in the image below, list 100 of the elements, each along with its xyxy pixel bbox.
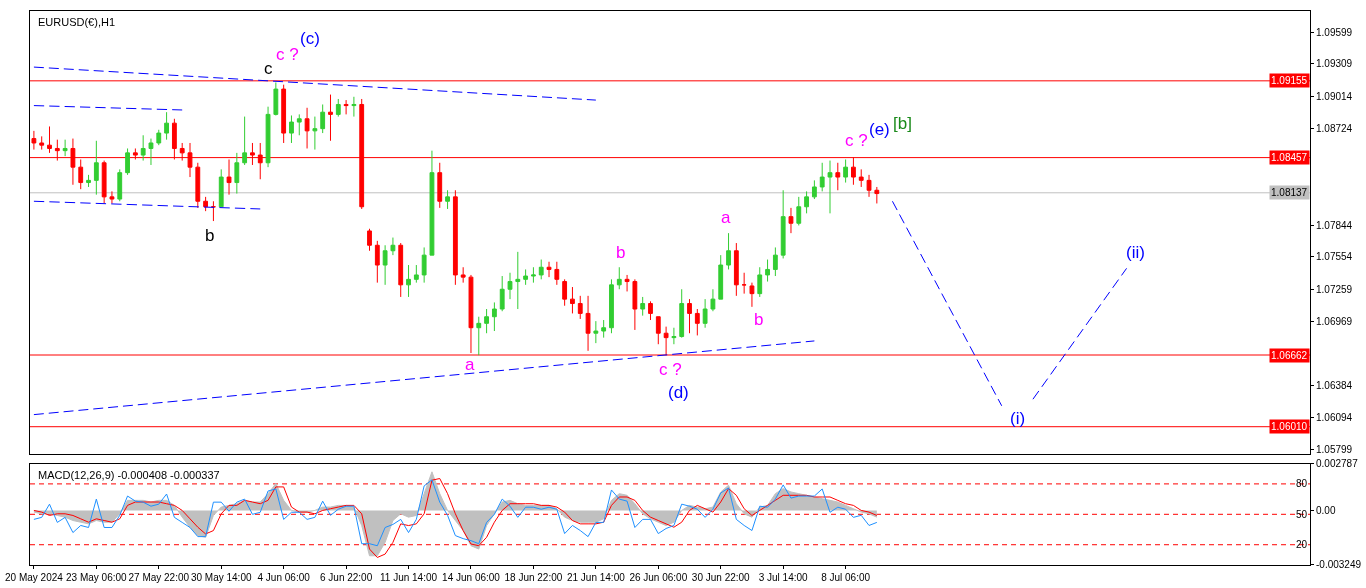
candlestick bbox=[663, 326, 669, 356]
candlestick bbox=[86, 174, 91, 188]
candlestick bbox=[687, 298, 692, 334]
annotation: c ? bbox=[276, 45, 299, 64]
candlestick bbox=[234, 152, 240, 195]
annotation: (c) bbox=[300, 29, 320, 48]
candlestick bbox=[117, 168, 123, 202]
candlestick bbox=[741, 272, 747, 295]
candlestick bbox=[452, 189, 458, 286]
candlestick bbox=[593, 320, 599, 344]
x-tick-label: 3 Jul 14:00 bbox=[758, 572, 809, 583]
candlestick bbox=[320, 103, 326, 134]
candlestick bbox=[757, 266, 763, 298]
candlestick bbox=[476, 316, 482, 356]
candlestick bbox=[195, 162, 201, 209]
candlestick bbox=[819, 162, 825, 192]
candlestick bbox=[296, 113, 302, 136]
candlestick bbox=[632, 278, 638, 331]
candlestick bbox=[507, 272, 513, 300]
annotation: (i) bbox=[1010, 409, 1026, 428]
candlestick bbox=[242, 116, 248, 166]
candlestick bbox=[780, 189, 786, 259]
candlestick bbox=[866, 174, 872, 198]
candlestick bbox=[554, 261, 560, 286]
candlestick bbox=[93, 140, 99, 196]
candlestick bbox=[429, 150, 435, 256]
candlestick bbox=[858, 168, 864, 188]
ref-line-label: 1.08457 bbox=[1271, 152, 1308, 163]
candlestick bbox=[749, 282, 755, 308]
candlestick bbox=[570, 286, 575, 314]
candlestick bbox=[702, 298, 708, 329]
ref-line-label: 1.06010 bbox=[1271, 421, 1308, 432]
candlestick bbox=[398, 242, 404, 298]
candlestick bbox=[39, 135, 45, 151]
candlestick bbox=[648, 300, 653, 321]
candlestick bbox=[390, 237, 396, 256]
x-tick-label: 14 Jun 06:00 bbox=[442, 572, 501, 583]
annotation: c ? bbox=[659, 360, 682, 379]
annotation: (e) bbox=[869, 120, 890, 139]
ref-line-label: 1.08137 bbox=[1271, 187, 1308, 198]
y-tick-label: 1.07844 bbox=[1316, 219, 1353, 231]
candlestick bbox=[109, 190, 115, 204]
y-tick-label: 1.06969 bbox=[1316, 315, 1353, 327]
candlestick bbox=[335, 98, 341, 118]
candlestick bbox=[437, 162, 443, 209]
y-tick-label: 1.08724 bbox=[1316, 122, 1353, 134]
candlestick bbox=[460, 266, 466, 284]
x-tick-label: 30 May 14:00 bbox=[190, 572, 252, 583]
annotation: (d) bbox=[668, 383, 689, 402]
candlestick bbox=[47, 125, 52, 154]
candlestick bbox=[616, 266, 622, 290]
candlestick bbox=[733, 242, 739, 297]
y-tick-label: 0.00 bbox=[1316, 504, 1336, 516]
candlestick bbox=[804, 190, 809, 214]
y-tick-label: 1.05799 bbox=[1316, 444, 1353, 456]
candlestick bbox=[726, 232, 731, 270]
annotation: [b] bbox=[893, 114, 912, 133]
candlestick bbox=[382, 244, 388, 286]
candlestick bbox=[211, 200, 216, 222]
y2-tick-label: 80 bbox=[1295, 478, 1308, 490]
candlestick bbox=[546, 261, 552, 278]
y-tick-label: 1.07259 bbox=[1316, 283, 1353, 295]
candlestick bbox=[328, 94, 333, 142]
candlestick bbox=[289, 114, 294, 144]
candlestick bbox=[312, 116, 318, 151]
candlestick bbox=[523, 268, 529, 286]
candlestick bbox=[148, 138, 154, 166]
candlestick bbox=[874, 186, 880, 204]
x-tick-label: 26 Jun 06:00 bbox=[629, 572, 688, 583]
candlestick bbox=[491, 301, 497, 332]
chart-title: EURUSD(€),H1 bbox=[38, 16, 116, 28]
annotation: b bbox=[754, 310, 764, 329]
x-tick-label: 4 Jun 06:00 bbox=[257, 572, 311, 583]
annotation: a bbox=[721, 208, 731, 227]
candlestick bbox=[164, 111, 169, 141]
candlestick bbox=[125, 147, 130, 176]
candlestick bbox=[601, 319, 607, 339]
y-tick-label: 1.06384 bbox=[1316, 380, 1353, 392]
candlestick bbox=[203, 196, 209, 212]
annotation: c bbox=[264, 59, 273, 78]
annotation: b bbox=[205, 226, 215, 245]
x-tick-label: 6 Jun 22:00 bbox=[319, 572, 373, 583]
y-tick-label: 1.06094 bbox=[1316, 411, 1353, 423]
y2-tick-label: 20 bbox=[1295, 539, 1308, 551]
candlestick bbox=[351, 96, 357, 118]
candlestick bbox=[585, 295, 591, 352]
candlestick bbox=[304, 107, 310, 149]
candlestick bbox=[218, 168, 224, 208]
annotation: c ? bbox=[845, 131, 868, 150]
x-tick-label: 11 Jun 14:00 bbox=[379, 572, 438, 583]
candlestick bbox=[577, 295, 583, 320]
candlestick bbox=[140, 134, 146, 162]
candlestick bbox=[811, 179, 817, 200]
annotation: b bbox=[616, 243, 626, 262]
x-tick-label: 21 Jun 14:00 bbox=[566, 572, 626, 583]
ref-line-label: 1.06662 bbox=[1271, 350, 1308, 361]
candlestick bbox=[671, 327, 677, 345]
ref-line-label: 1.09155 bbox=[1271, 75, 1308, 86]
candlestick bbox=[421, 246, 427, 284]
x-tick-label: 23 May 06:00 bbox=[66, 572, 128, 583]
